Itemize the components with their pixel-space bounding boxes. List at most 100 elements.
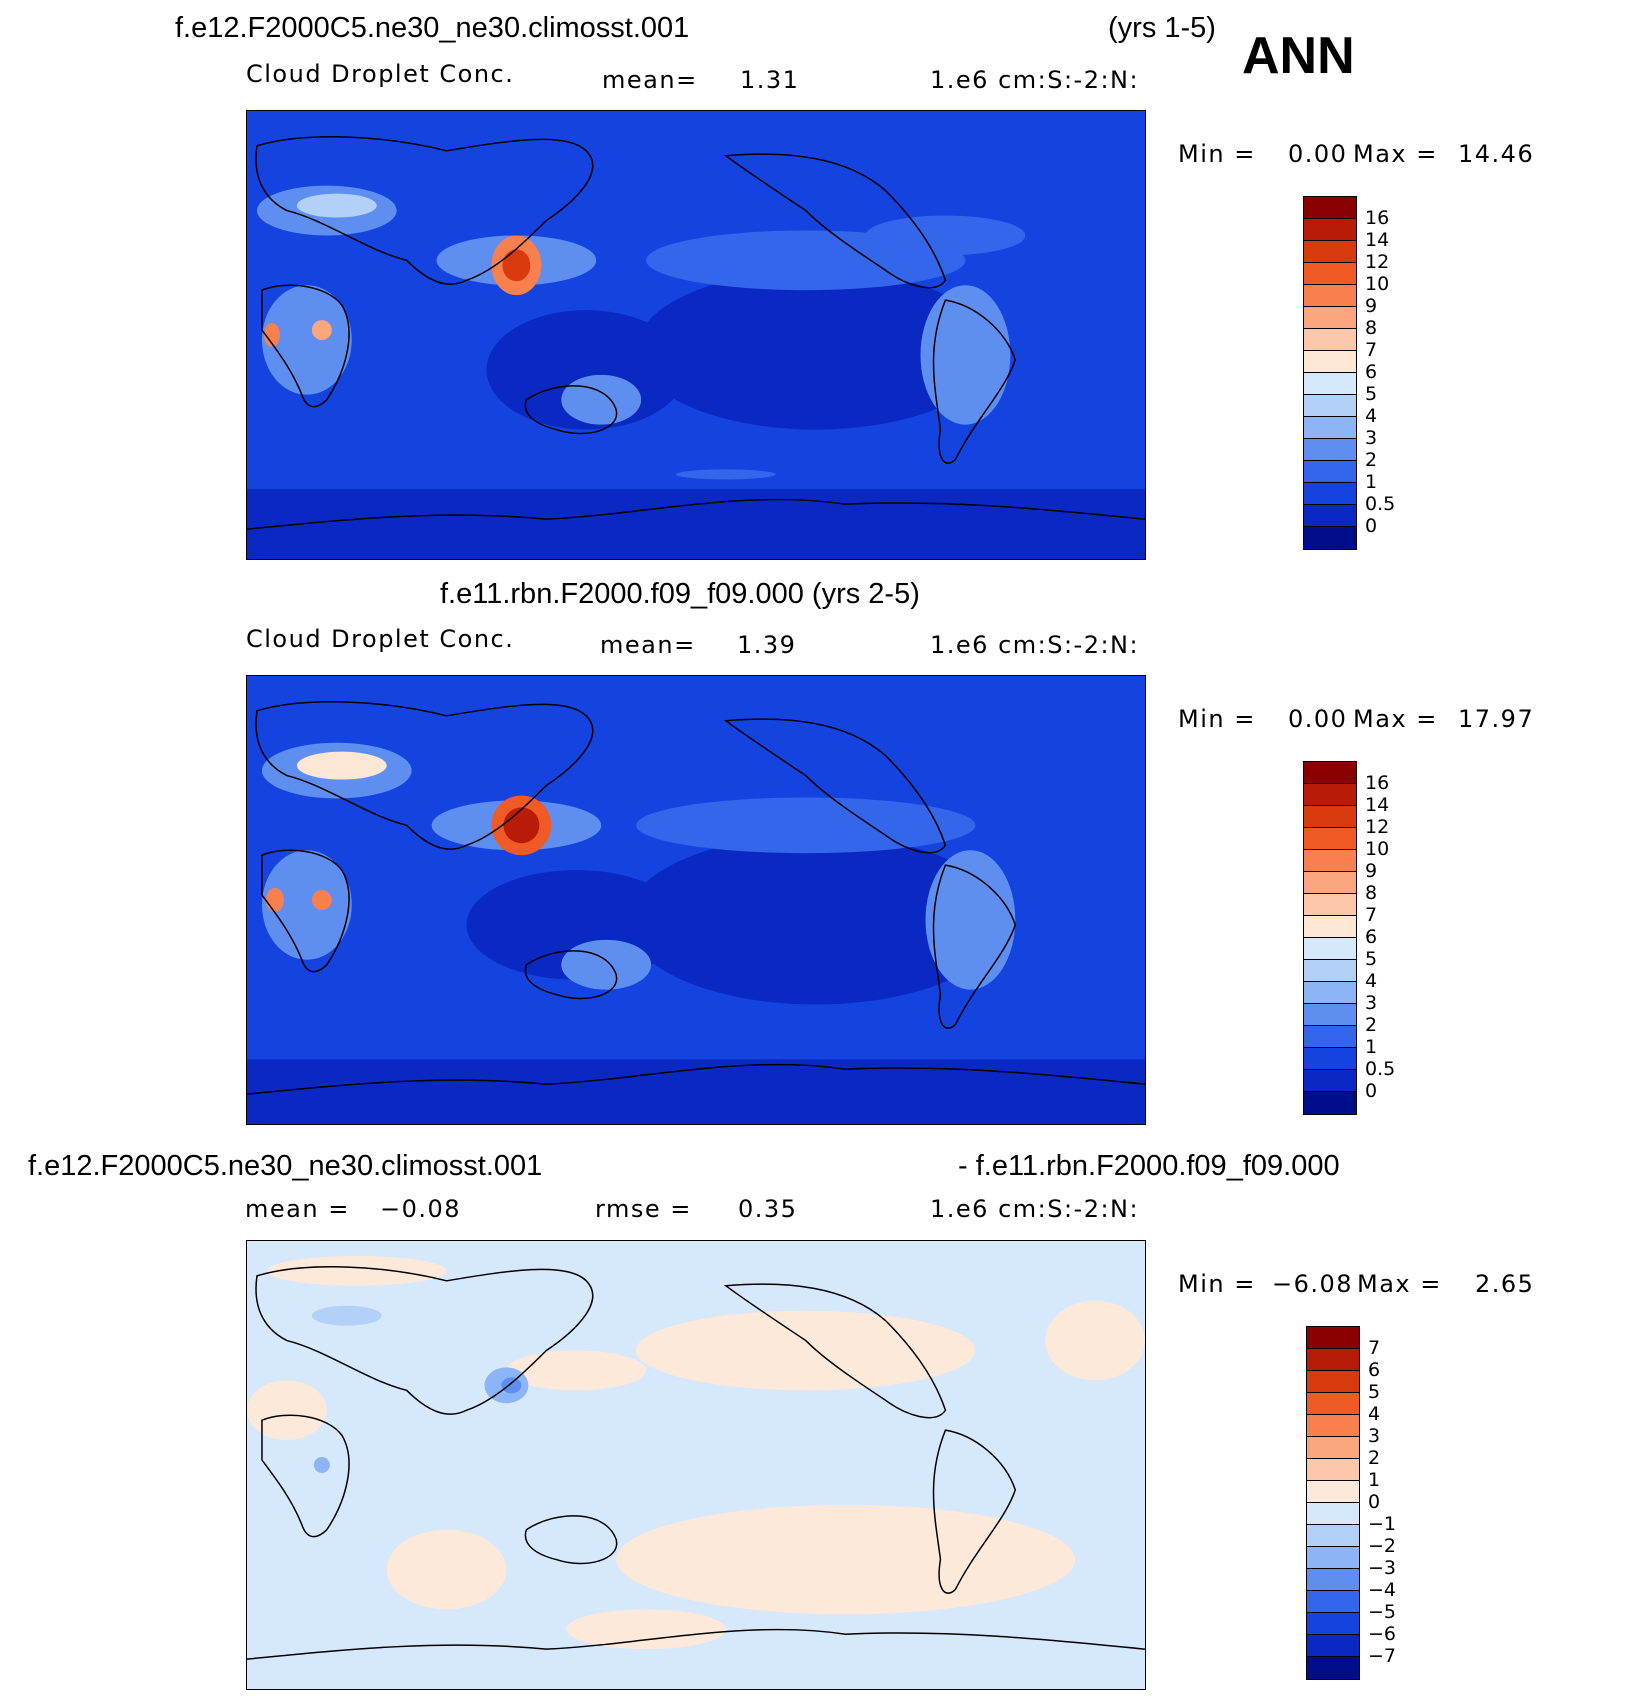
panel1-mean-value: 1.31	[740, 66, 800, 94]
colorbar-segment	[1304, 307, 1356, 329]
colorbar-segment	[1304, 894, 1356, 916]
colorbar-label: 10	[1365, 273, 1390, 295]
colorbar-label: 3	[1365, 427, 1378, 449]
colorbar-label: 4	[1365, 405, 1378, 427]
colorbar-label: 16	[1365, 772, 1390, 794]
colorbar-label: 3	[1365, 992, 1378, 1014]
colorbar-segment	[1307, 1503, 1359, 1525]
colorbar-segment	[1304, 872, 1356, 894]
panel3-mean-value: −0.08	[380, 1195, 462, 1223]
colorbar-label: −4	[1368, 1579, 1397, 1601]
panel1-years: (yrs 1-5)	[1108, 12, 1216, 44]
colorbar-segment	[1304, 461, 1356, 483]
colorbar-label: 9	[1365, 295, 1378, 317]
colorbar-segment	[1307, 1437, 1359, 1459]
colorbar-label: 12	[1365, 816, 1390, 838]
colorbar-segment	[1304, 784, 1356, 806]
colorbar-label: −5	[1368, 1601, 1397, 1623]
panel1-variable: Cloud Droplet Conc.	[246, 60, 515, 88]
colorbar-segment	[1304, 1092, 1356, 1114]
colorbar-label: 10	[1365, 838, 1390, 860]
panel2-min-value: 0.00	[1288, 705, 1348, 733]
colorbar-segment	[1307, 1635, 1359, 1657]
colorbar-segment	[1307, 1393, 1359, 1415]
panel2-case-title: f.e11.rbn.F2000.f09_f09.000 (yrs 2-5)	[440, 578, 920, 610]
colorbar-label: 5	[1368, 1381, 1381, 1403]
panel3-map	[246, 1240, 1146, 1690]
panel2-colorbar	[1303, 761, 1357, 1115]
panel3-max-value: 2.65	[1475, 1270, 1535, 1298]
colorbar-segment	[1307, 1459, 1359, 1481]
colorbar-label: 4	[1368, 1403, 1381, 1425]
colorbar-segment	[1304, 1026, 1356, 1048]
season-label: ANN	[1242, 27, 1355, 85]
colorbar-label: 0.5	[1365, 1058, 1396, 1080]
colorbar-segment	[1304, 505, 1356, 527]
colorbar-segment	[1304, 417, 1356, 439]
colorbar-segment	[1304, 395, 1356, 417]
colorbar-label: 9	[1365, 860, 1378, 882]
colorbar-segment	[1304, 982, 1356, 1004]
colorbar-label: 1	[1365, 471, 1378, 493]
colorbar-label: 5	[1365, 948, 1378, 970]
panel1-units: 1.e6 cm:S:-2:N:	[930, 66, 1140, 94]
colorbar-segment	[1304, 329, 1356, 351]
colorbar-segment	[1307, 1657, 1359, 1679]
colorbar-label: −7	[1368, 1645, 1397, 1667]
colorbar-segment	[1304, 351, 1356, 373]
colorbar-segment	[1304, 219, 1356, 241]
colorbar-label: 14	[1365, 794, 1390, 816]
colorbar-label: 1	[1368, 1469, 1381, 1491]
colorbar-segment	[1304, 263, 1356, 285]
colorbar-segment	[1304, 938, 1356, 960]
panel1-min-value: 0.00	[1288, 140, 1348, 168]
colorbar-label: 6	[1365, 926, 1378, 948]
panel2-mean-label: mean=	[600, 631, 696, 659]
colorbar-label: 5	[1365, 383, 1378, 405]
colorbar-segment	[1304, 1048, 1356, 1070]
colorbar-segment	[1307, 1525, 1359, 1547]
colorbar-label: 2	[1365, 1014, 1378, 1036]
colorbar-label: 0	[1368, 1491, 1381, 1513]
colorbar-label: 0	[1365, 515, 1378, 537]
colorbar-segment	[1307, 1349, 1359, 1371]
colorbar-segment	[1304, 916, 1356, 938]
colorbar-segment	[1307, 1613, 1359, 1635]
panel1-max-value: 14.46	[1458, 140, 1535, 168]
panel2-mean-value: 1.39	[737, 631, 797, 659]
panel3-max-label: Max =	[1357, 1270, 1442, 1298]
colorbar-label: 7	[1365, 339, 1378, 361]
colorbar-label: −1	[1368, 1513, 1397, 1535]
colorbar-segment	[1304, 762, 1356, 784]
colorbar-label: 2	[1368, 1447, 1381, 1469]
panel1-case-title: f.e12.F2000C5.ne30_ne30.climosst.001	[175, 12, 690, 44]
colorbar-segment	[1307, 1569, 1359, 1591]
colorbar-label: 7	[1365, 904, 1378, 926]
colorbar-segment	[1304, 241, 1356, 263]
colorbar-label: 2	[1365, 449, 1378, 471]
panel3-rmse-value: 0.35	[738, 1195, 798, 1223]
colorbar-segment	[1304, 527, 1356, 549]
panel3-colorbar	[1306, 1326, 1360, 1680]
colorbar-segment	[1304, 285, 1356, 307]
panel3-case-title-left: f.e12.F2000C5.ne30_ne30.climosst.001	[28, 1150, 543, 1182]
colorbar-label: 3	[1368, 1425, 1381, 1447]
panel2-max-label: Max =	[1353, 705, 1438, 733]
colorbar-segment	[1304, 850, 1356, 872]
colorbar-label: 16	[1365, 207, 1390, 229]
colorbar-segment	[1304, 960, 1356, 982]
panel3-min-value: −6.08	[1272, 1270, 1354, 1298]
colorbar-segment	[1304, 1070, 1356, 1092]
colorbar-segment	[1304, 197, 1356, 219]
colorbar-segment	[1304, 806, 1356, 828]
colorbar-segment	[1307, 1327, 1359, 1349]
panel1-max-label: Max =	[1353, 140, 1438, 168]
colorbar-label: 8	[1365, 317, 1378, 339]
panel1-map	[246, 110, 1146, 560]
panel3-min-label: Min =	[1178, 1270, 1256, 1298]
panel3-units: 1.e6 cm:S:-2:N:	[930, 1195, 1140, 1223]
colorbar-label: 8	[1365, 882, 1378, 904]
colorbar-segment	[1307, 1547, 1359, 1569]
colorbar-segment	[1304, 828, 1356, 850]
colorbar-label: 6	[1368, 1359, 1381, 1381]
